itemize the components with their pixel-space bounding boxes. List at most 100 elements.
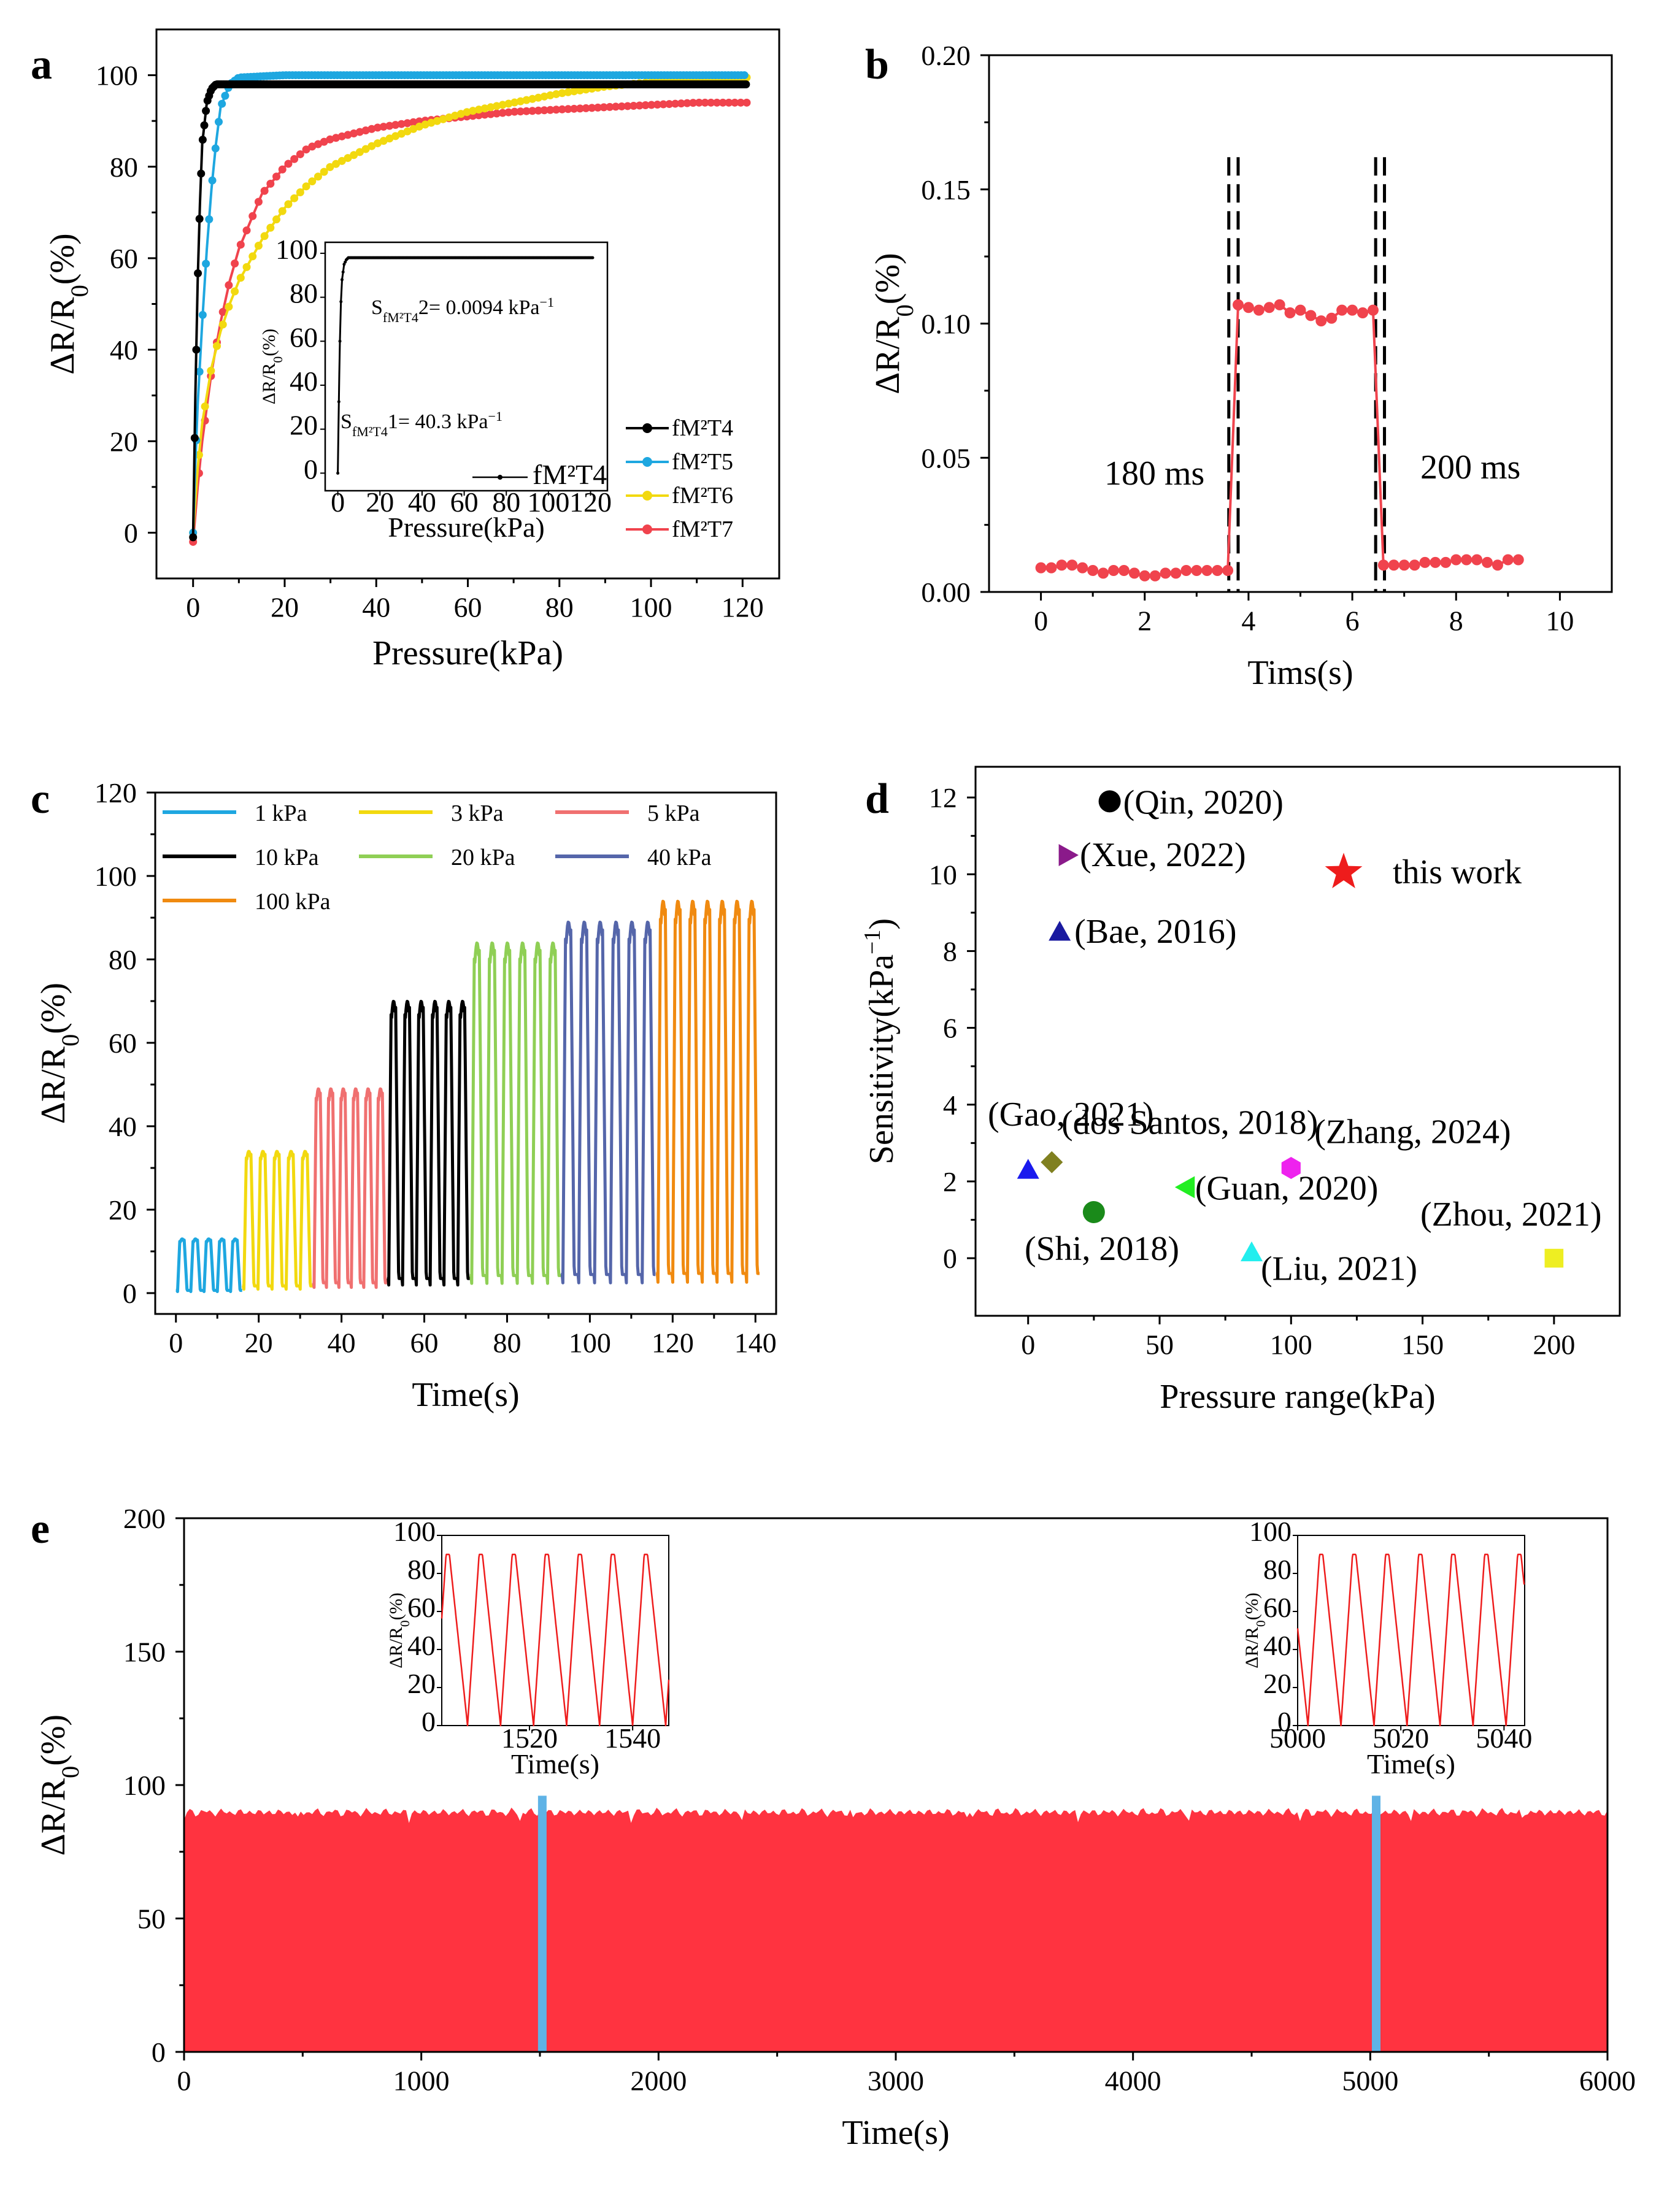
cycling-area [184, 1807, 1607, 2052]
point-(Gao, 2021): (Gao, 2021) [988, 1096, 1154, 1179]
data-point [1128, 567, 1140, 579]
data-point [1295, 304, 1306, 316]
x-axis-label: Pressure(kPa) [372, 634, 563, 672]
x-tick-label: 40 [328, 1327, 356, 1358]
data-point [192, 345, 201, 354]
star-marker [1325, 853, 1363, 889]
y-tick-label: 80 [1263, 1554, 1292, 1585]
point-label: (Gao, 2021) [988, 1096, 1154, 1134]
data-point [1087, 565, 1099, 576]
data-point [1139, 570, 1150, 582]
data-point [1284, 307, 1296, 318]
y-tick-label: 200 [123, 1503, 166, 1534]
x-axis-label: Tims(s) [1247, 654, 1353, 692]
inset-frame [1297, 1535, 1525, 1726]
response-line [1041, 303, 1519, 577]
data-point [221, 91, 229, 100]
data-point [1180, 565, 1192, 576]
y-tick-label: 2 [943, 1166, 957, 1197]
inset-x-axis-label: Time(s) [1367, 1748, 1455, 1780]
y-tick-label: 0.20 [921, 40, 971, 71]
x-tick-label: 1000 [393, 2065, 450, 2096]
point-(Qin, 2020): (Qin, 2020) [1098, 783, 1284, 821]
point-label: this work [1393, 853, 1522, 891]
data-point [242, 226, 251, 235]
legend-label: fM²T4 [672, 415, 733, 441]
data-point [202, 107, 210, 115]
highlight-band [537, 1795, 547, 2052]
data-point [1461, 554, 1473, 566]
legend-label: 10 kPa [255, 845, 319, 870]
triangle-left-marker [1174, 1176, 1195, 1199]
series-3 kPa [241, 1150, 314, 1291]
y-tick-label: 40 [109, 1111, 137, 1142]
inset-data-point [338, 339, 342, 343]
data-point [195, 215, 204, 223]
data-point [1108, 565, 1119, 576]
y-tick-label: 60 [1263, 1592, 1292, 1623]
axes-frame [974, 766, 1621, 1317]
series-10 kPa [386, 999, 471, 1287]
x-tick-label: 5000 [1342, 2065, 1398, 2096]
x-tick-label: 100 [1270, 1329, 1312, 1360]
data-point [290, 194, 299, 202]
x-tick-label: 6 [1346, 605, 1360, 636]
data-point [242, 263, 251, 271]
triangle-up-marker [1049, 921, 1071, 941]
point-label: (Guan, 2020) [1195, 1169, 1379, 1207]
data-point [197, 169, 206, 178]
inset-legend-marker [498, 475, 502, 480]
data-point [1201, 565, 1213, 576]
data-point [320, 167, 328, 176]
inset-y-axis-label: ΔR/R0(%) [259, 329, 285, 404]
inset-chart: 0 20 40 60 80 100 120020406080100Pressure(kPa)… [259, 234, 612, 543]
triangle-up-marker [1017, 1159, 1039, 1179]
y-tick-label: 60 [109, 1027, 137, 1059]
data-point [266, 179, 275, 188]
data-point [248, 212, 257, 220]
data-point [1274, 299, 1285, 310]
y-tick-label: 4 [943, 1089, 957, 1121]
data-point [1233, 299, 1244, 310]
point-label: (Liu, 2021) [1261, 1250, 1417, 1288]
panel-d: d 0 50 100 150 200 0 2 4 6 8 10 12 Pressure range(kPa… [860, 766, 1621, 1416]
y-tick-label: 80 [290, 278, 318, 309]
y-tick-label: 12 [929, 782, 957, 813]
legend-marker [642, 423, 652, 433]
x-axis-label: Time(s) [842, 2114, 949, 2152]
data-point [296, 188, 304, 197]
annotation-200ms: 200 ms [1420, 448, 1520, 486]
x-tick-label: 8 [1449, 605, 1463, 636]
x-tick-label: 60 [454, 591, 482, 623]
data-point [218, 320, 227, 329]
inset-data-point [336, 471, 340, 475]
y-tick-label: 20 [109, 1194, 137, 1226]
inset-data-point [340, 278, 344, 282]
data-point [254, 198, 263, 206]
y-tick-label: 100 [275, 234, 318, 265]
data-point [1398, 559, 1410, 571]
data-point [1098, 567, 1109, 579]
point-(Xue, 2022): (Xue, 2022) [1058, 836, 1246, 874]
data-point [302, 182, 310, 191]
point-(Bae, 2016): (Bae, 2016) [1049, 913, 1237, 951]
data-point [208, 176, 217, 185]
x-tick-label: 20 [245, 1327, 273, 1358]
data-point [1367, 304, 1379, 316]
y-tick-label: 60 [407, 1592, 436, 1623]
legend: fM²T4 fM²T5 fM²T6 fM²T7 [626, 415, 733, 542]
x-tick-label: 20 [366, 486, 394, 518]
panel-label-a: a [31, 41, 52, 88]
data-point [296, 150, 304, 158]
y-tick-label: 40 [407, 1630, 436, 1661]
y-tick-label: 20 [290, 410, 318, 441]
x-tick-label: 80 [545, 591, 574, 623]
point-label: (Bae, 2016) [1074, 913, 1236, 951]
y-tick-label: 0 [943, 1243, 957, 1274]
data-point [236, 274, 245, 282]
data-point [225, 281, 233, 290]
data-point [1502, 554, 1514, 566]
x-tick-label: 5020 [1372, 1722, 1429, 1754]
data-point [1430, 556, 1441, 568]
y-tick-label: 20 [1263, 1668, 1292, 1699]
